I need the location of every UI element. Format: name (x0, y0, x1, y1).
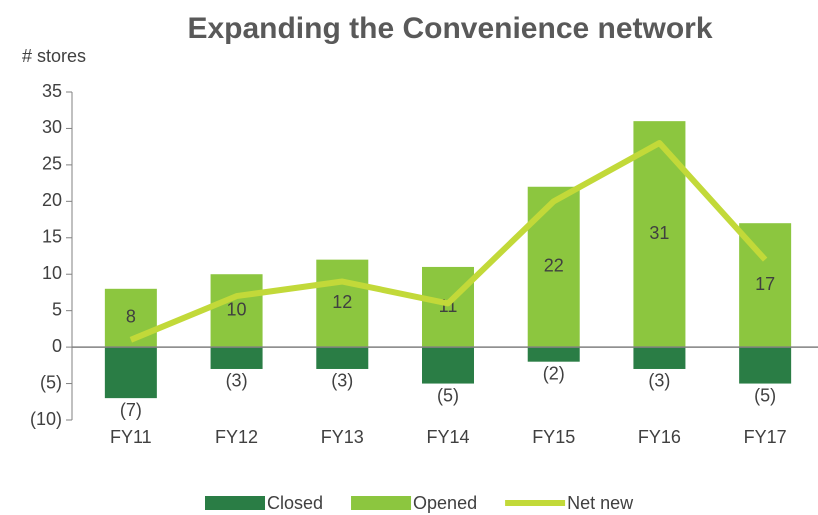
bar (316, 259, 369, 348)
bar (422, 266, 474, 348)
x-tick-label: FY17 (744, 427, 787, 447)
bar (527, 347, 580, 362)
y-tick-label: 10 (42, 263, 62, 283)
data-label: 22 (544, 256, 564, 276)
y-tick-label: 35 (42, 81, 62, 101)
data-label: 8 (126, 307, 136, 327)
legend-label: Closed (267, 493, 323, 513)
y-tick-label: 30 (42, 117, 62, 137)
data-label: 31 (649, 223, 669, 243)
bar (422, 347, 474, 384)
bar (633, 347, 686, 369)
y-tick-label: 15 (42, 227, 62, 247)
y-tick-label: (10) (30, 409, 62, 429)
bar (210, 274, 263, 348)
data-label: 12 (332, 292, 352, 312)
legend-label: Opened (413, 493, 477, 513)
x-tick-label: FY12 (215, 427, 258, 447)
bar (527, 186, 580, 348)
data-label: (7) (120, 400, 142, 420)
chart-title: Expanding the Convenience network (187, 12, 712, 45)
y-axis-label: # stores (22, 46, 86, 66)
bar (739, 347, 792, 384)
y-tick-label: 0 (52, 336, 62, 356)
x-tick-label: FY13 (321, 427, 364, 447)
data-label: (3) (331, 371, 353, 391)
bar (210, 347, 263, 369)
x-tick-label: FY15 (532, 427, 575, 447)
data-label: (5) (754, 385, 776, 405)
data-label: (5) (437, 385, 459, 405)
x-tick-label: FY16 (638, 427, 681, 447)
y-tick-label: 20 (42, 190, 62, 210)
legend-label: Net new (567, 493, 634, 513)
data-label: (3) (226, 371, 248, 391)
line (129, 140, 768, 343)
y-tick-label: 5 (52, 299, 62, 319)
data-label: (2) (543, 363, 565, 383)
data-label: 17 (755, 274, 775, 294)
legend-swatch (205, 496, 265, 510)
y-tick-label: 25 (42, 154, 62, 174)
x-tick-label: FY11 (110, 427, 152, 447)
legend-swatch (351, 496, 412, 510)
data-label: 10 (227, 299, 247, 319)
bar (104, 347, 157, 399)
data-label: (3) (648, 371, 670, 391)
bar (316, 347, 369, 369)
y-tick-label: (5) (40, 372, 62, 392)
x-tick-label: FY14 (426, 427, 469, 447)
